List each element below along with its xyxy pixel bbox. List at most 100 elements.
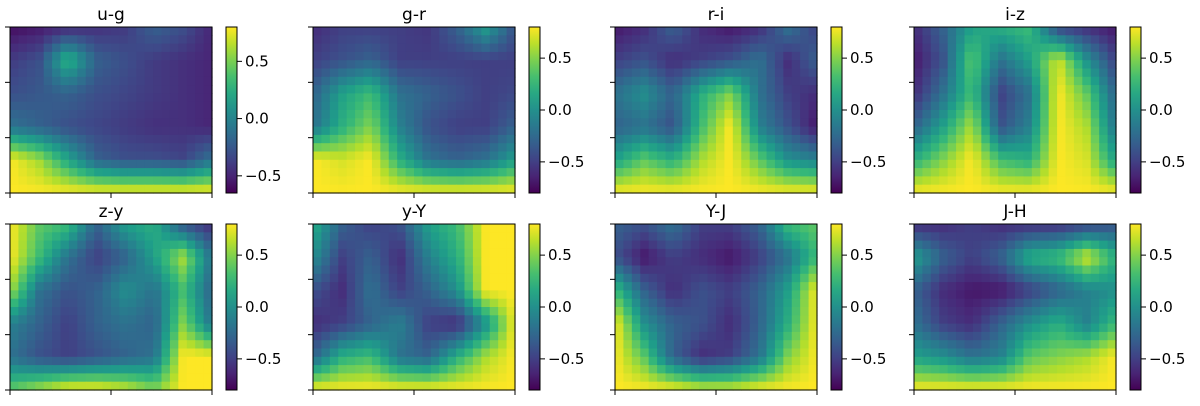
heatmap-cell bbox=[136, 356, 146, 366]
heatmap-cell bbox=[186, 298, 196, 308]
heatmap-cell bbox=[947, 224, 957, 233]
heatmap-cell bbox=[914, 224, 924, 233]
heatmap-cell bbox=[1099, 257, 1109, 267]
heatmap-cell bbox=[371, 118, 381, 128]
heatmap-cell bbox=[1057, 348, 1067, 358]
heatmap-cell bbox=[1082, 273, 1092, 283]
panel-y-Y: y-Y0.50.0−0.5 bbox=[308, 202, 584, 395]
heatmap-cell bbox=[186, 248, 196, 258]
heatmap-cell bbox=[119, 273, 129, 283]
heatmap-cell bbox=[972, 51, 982, 61]
heatmap-cell bbox=[346, 290, 356, 300]
heatmap-cell bbox=[631, 60, 641, 70]
heatmap-cell bbox=[430, 184, 440, 194]
heatmap-cell bbox=[447, 126, 457, 136]
heatmap-cell bbox=[35, 143, 45, 153]
heatmap-cell bbox=[35, 68, 45, 78]
colorbar-tick-label: 0.0 bbox=[548, 298, 572, 316]
heatmap-cell bbox=[640, 159, 650, 169]
heatmap-cell bbox=[153, 134, 163, 144]
heatmap-cell bbox=[481, 381, 491, 391]
heatmap-cell bbox=[102, 93, 112, 103]
heatmap-cell bbox=[498, 51, 508, 61]
heatmap-cell bbox=[615, 290, 625, 300]
heatmap-cell bbox=[690, 176, 700, 186]
heatmap-cell bbox=[1031, 110, 1041, 119]
heatmap-cell bbox=[783, 273, 793, 283]
heatmap-cell bbox=[102, 27, 112, 36]
heatmap-cell bbox=[388, 126, 398, 136]
colorbar-tick-label: 0.5 bbox=[245, 52, 269, 70]
heatmap-cell bbox=[682, 340, 692, 350]
heatmap-cell bbox=[35, 85, 45, 94]
colorbar bbox=[528, 223, 541, 391]
heatmap-cell bbox=[766, 282, 776, 291]
heatmap-cell bbox=[355, 224, 365, 233]
heatmap-cell bbox=[707, 365, 717, 374]
heatmap-cell bbox=[1048, 184, 1058, 194]
heatmap-cell bbox=[35, 151, 45, 161]
heatmap-cell bbox=[127, 232, 137, 242]
heatmap-cell bbox=[741, 76, 751, 86]
heatmap-cell bbox=[329, 323, 339, 333]
heatmap-cell bbox=[1048, 365, 1058, 374]
heatmap-cell bbox=[673, 224, 683, 233]
heatmap-cell bbox=[665, 159, 675, 169]
heatmap-cell bbox=[195, 232, 205, 242]
heatmap-cell bbox=[657, 248, 667, 258]
heatmap-cell bbox=[800, 68, 810, 78]
heatmap-cell bbox=[1015, 356, 1025, 366]
heatmap-cell bbox=[939, 373, 949, 383]
heatmap-cell bbox=[186, 224, 196, 233]
heatmap-cell bbox=[1065, 76, 1075, 86]
heatmap-cell bbox=[422, 340, 432, 350]
heatmap-cell bbox=[153, 381, 163, 391]
heatmap-cell bbox=[1082, 43, 1092, 53]
heatmap-cell bbox=[60, 240, 70, 250]
heatmap-cell bbox=[144, 348, 154, 358]
heatmap-cell bbox=[346, 365, 356, 374]
heatmap-cell bbox=[707, 151, 717, 161]
heatmap-cell bbox=[1082, 134, 1092, 144]
heatmap-cell bbox=[380, 273, 390, 283]
heatmap-cell bbox=[161, 143, 171, 153]
heatmap-cell bbox=[52, 27, 62, 36]
heatmap-cell bbox=[808, 224, 818, 233]
heatmap-cell bbox=[758, 348, 768, 358]
heatmap-cell bbox=[989, 43, 999, 53]
heatmap-cell bbox=[119, 143, 129, 153]
heatmap-cell bbox=[144, 240, 154, 250]
heatmap-cell bbox=[947, 110, 957, 119]
heatmap-cell bbox=[1031, 168, 1041, 177]
heatmap-cell bbox=[464, 282, 474, 291]
heatmap-cell bbox=[94, 51, 104, 61]
heatmap-cell bbox=[972, 257, 982, 267]
heatmap-cell bbox=[380, 51, 390, 61]
heatmap-cell bbox=[657, 93, 667, 103]
heatmap-cell bbox=[1082, 282, 1092, 291]
heatmap-cell bbox=[1031, 184, 1041, 194]
heatmap-cell bbox=[119, 282, 129, 291]
heatmap-cell bbox=[489, 176, 499, 186]
heatmap-cell bbox=[68, 60, 78, 70]
heatmap-cell bbox=[1090, 126, 1100, 136]
heatmap-cell bbox=[1065, 248, 1075, 258]
heatmap-cell bbox=[640, 27, 650, 36]
heatmap-cell bbox=[489, 118, 499, 128]
heatmap-cell bbox=[673, 176, 683, 186]
heatmap-cell bbox=[321, 168, 331, 177]
heatmap-cell bbox=[472, 27, 482, 36]
heatmap-cell bbox=[922, 356, 932, 366]
heatmap-cell bbox=[111, 340, 121, 350]
heatmap-cell bbox=[914, 232, 924, 242]
heatmap-cell bbox=[791, 248, 801, 258]
heatmap-cell bbox=[665, 43, 675, 53]
heatmap-cell bbox=[489, 348, 499, 358]
heatmap-cell bbox=[716, 298, 726, 308]
heatmap-cell bbox=[1006, 273, 1016, 283]
heatmap-cell bbox=[998, 373, 1008, 383]
heatmap-cell bbox=[464, 265, 474, 275]
heatmap-cell bbox=[313, 273, 323, 283]
heatmap-cell bbox=[783, 282, 793, 291]
